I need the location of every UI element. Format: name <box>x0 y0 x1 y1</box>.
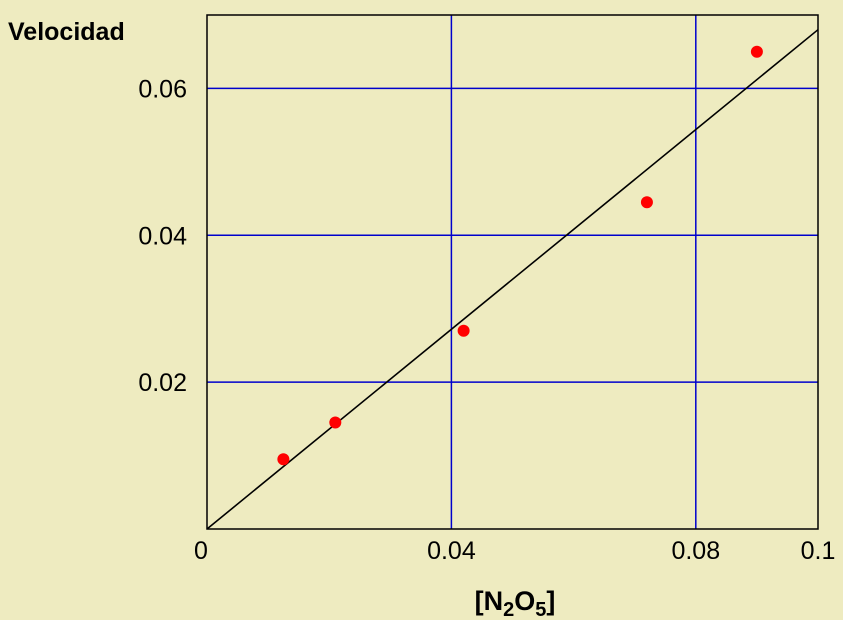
y-tick-labels: 0.02 0.04 0.06 <box>138 75 187 397</box>
y-tick-label: 0.02 <box>138 369 187 397</box>
x-tick-label: 0.08 <box>671 537 720 565</box>
x-axis-label: [N2O5] <box>475 586 556 620</box>
x-tick-label: 0.1 <box>801 537 836 565</box>
plot-frame <box>206 14 819 530</box>
data-point <box>329 416 342 429</box>
data-point <box>457 324 470 337</box>
data-point <box>277 453 290 466</box>
plot-area <box>207 15 818 529</box>
data-point <box>640 196 653 209</box>
y-axis-label: Velocidad <box>8 18 125 46</box>
fit-line <box>206 29 819 530</box>
y-tick-label: 0.06 <box>138 75 187 103</box>
data-point <box>750 45 763 58</box>
data-points <box>277 45 763 466</box>
x-tick-label: 0 <box>194 537 208 565</box>
x-tick-label: 0.04 <box>427 537 476 565</box>
y-tick-label: 0.04 <box>138 222 187 250</box>
grid-lines <box>207 15 818 529</box>
x-tick-labels: 0 0.04 0.08 0.1 <box>194 537 835 565</box>
